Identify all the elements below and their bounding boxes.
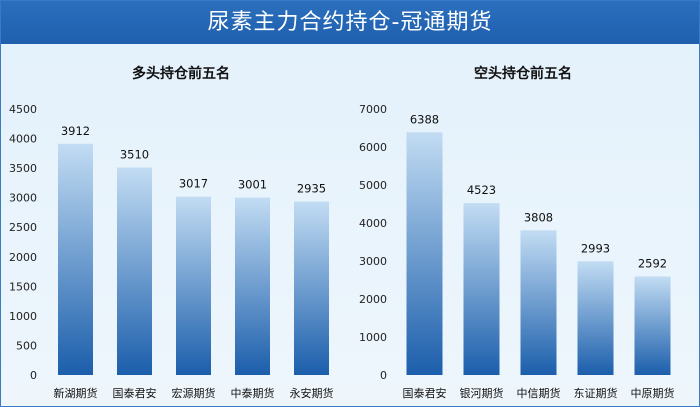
long-y-tick-label: 4500 bbox=[9, 103, 37, 116]
short-bar-value-label: 2592 bbox=[638, 257, 667, 271]
short-bar bbox=[577, 261, 614, 375]
long-bar bbox=[294, 201, 329, 375]
short-bar-value-label: 4523 bbox=[467, 183, 496, 197]
short-category-label: 东证期货 bbox=[574, 386, 618, 400]
short-bar bbox=[406, 132, 443, 375]
long-category-label: 新湖期货 bbox=[54, 386, 98, 400]
short-y-tick-label: 3000 bbox=[359, 255, 387, 268]
short-bar-value-label: 3808 bbox=[524, 210, 553, 224]
page-title: 尿素主力合约持仓-冠通期货 bbox=[1, 1, 699, 44]
short-y-tick-label: 7000 bbox=[359, 103, 387, 116]
long-category-label: 中泰期货 bbox=[231, 386, 275, 400]
long-category-label: 永安期货 bbox=[290, 386, 334, 400]
long-y-tick-label: 2500 bbox=[9, 221, 37, 234]
long-y-tick-label: 0 bbox=[30, 369, 37, 382]
short-category-label: 银河期货 bbox=[460, 386, 504, 400]
short-chart-title: 空头持仓前五名 bbox=[474, 65, 572, 82]
long-bar-value-label: 3001 bbox=[238, 178, 267, 192]
long-chart-title: 多头持仓前五名 bbox=[132, 65, 230, 82]
long-bar-value-label: 3017 bbox=[179, 177, 208, 191]
long-y-tick-label: 500 bbox=[16, 339, 37, 352]
long-bar-value-label: 3510 bbox=[120, 148, 149, 162]
long-bar-value-label: 2935 bbox=[297, 182, 326, 196]
long-bar bbox=[58, 143, 93, 375]
long-y-tick-label: 4000 bbox=[9, 133, 37, 146]
long-y-tick-label: 2000 bbox=[9, 251, 37, 264]
short-category-label: 中信期货 bbox=[517, 386, 561, 400]
short-y-tick-label: 6000 bbox=[359, 141, 387, 154]
long-bar-value-label: 3912 bbox=[61, 124, 90, 138]
short-y-tick-label: 5000 bbox=[359, 179, 387, 192]
short-bar-value-label: 2993 bbox=[581, 241, 610, 255]
long-bar bbox=[117, 167, 152, 375]
short-y-tick-label: 1000 bbox=[359, 331, 387, 344]
long-y-tick-label: 1500 bbox=[9, 280, 37, 293]
long-bar bbox=[235, 197, 270, 375]
long-y-tick-label: 1000 bbox=[9, 310, 37, 323]
long-category-label: 宏源期货 bbox=[172, 386, 216, 400]
long-bar bbox=[176, 196, 211, 375]
short-category-label: 国泰君安 bbox=[403, 386, 447, 400]
short-y-tick-label: 2000 bbox=[359, 293, 387, 306]
long-y-tick-label: 3500 bbox=[9, 162, 37, 175]
short-bar bbox=[463, 203, 500, 375]
long-y-tick-label: 3000 bbox=[9, 192, 37, 205]
short-y-tick-label: 0 bbox=[380, 369, 387, 382]
short-bar bbox=[520, 230, 557, 375]
short-bar-value-label: 6388 bbox=[410, 112, 439, 126]
short-y-tick-label: 4000 bbox=[359, 217, 387, 230]
short-category-label: 中原期货 bbox=[631, 386, 675, 400]
short-bar bbox=[634, 276, 671, 375]
long-category-label: 国泰君安 bbox=[113, 386, 157, 400]
